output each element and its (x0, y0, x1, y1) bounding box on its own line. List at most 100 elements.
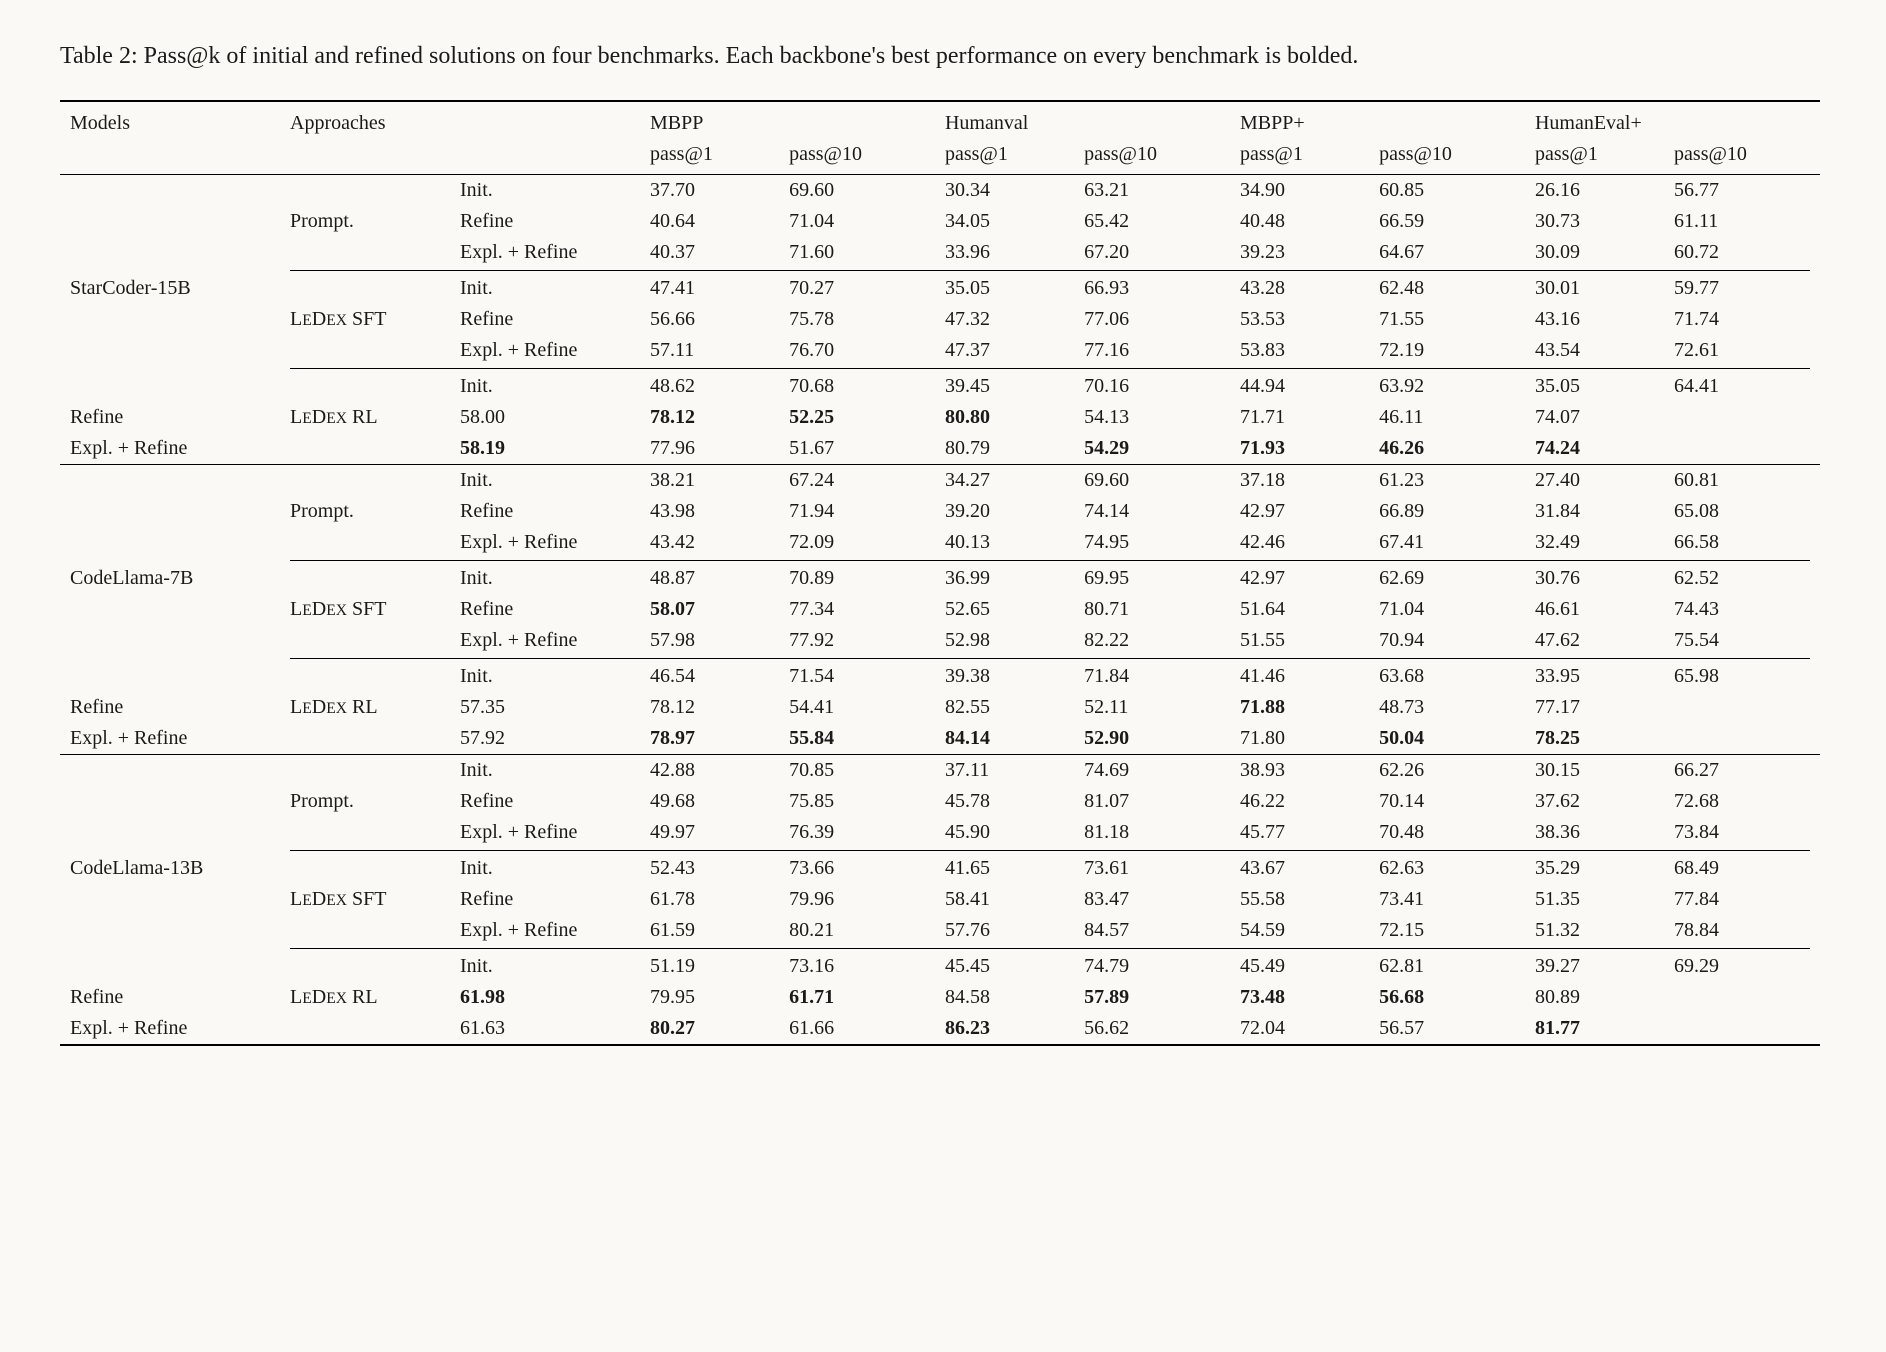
metric-value: 60.72 (1664, 237, 1820, 268)
metric-value: 46.61 (1525, 594, 1664, 625)
metric-value: 74.69 (1074, 755, 1230, 787)
metric-value: 34.90 (1230, 175, 1369, 207)
metric-value: 77.84 (1664, 884, 1820, 915)
metric-value: 51.19 (640, 951, 779, 982)
metric-value: 38.36 (1525, 817, 1664, 848)
metric-value: 30.76 (1525, 563, 1664, 594)
metric-value: 51.55 (1230, 625, 1369, 656)
metric-value: 30.73 (1525, 206, 1664, 237)
metric-value: 40.13 (935, 527, 1074, 558)
metric-value: 55.84 (779, 723, 935, 754)
metric-value: 58.00 (450, 402, 640, 433)
metric-value: 55.58 (1230, 884, 1369, 915)
metric-value: 63.92 (1369, 371, 1525, 402)
model-divider (60, 1044, 1820, 1045)
sub-approach: Init. (450, 563, 640, 594)
sub-approach: Expl. + Refine (450, 335, 640, 366)
metric-value: 41.46 (1230, 661, 1369, 692)
sub-approach: Refine (450, 594, 640, 625)
approach-name: LEDEX RL (280, 951, 450, 1044)
metric-value: 39.27 (1525, 951, 1664, 982)
metric-value: 68.49 (1664, 853, 1820, 884)
metric-value: 56.77 (1664, 175, 1820, 207)
metric-value: 43.67 (1230, 853, 1369, 884)
metric-value: 47.62 (1525, 625, 1664, 656)
metric-value: 48.62 (640, 371, 779, 402)
metric-value: 51.64 (1230, 594, 1369, 625)
metric-value: 51.67 (779, 433, 935, 464)
metric-value: 61.66 (779, 1013, 935, 1044)
metric-value: 71.55 (1369, 304, 1525, 335)
metric-value: 38.21 (640, 465, 779, 497)
metric-value: 78.84 (1664, 915, 1820, 946)
metric-value: 71.54 (779, 661, 935, 692)
metric-value: 62.63 (1369, 853, 1525, 884)
metric-value: 61.71 (779, 982, 935, 1013)
sub-approach: Refine (60, 982, 280, 1013)
sub-approach: Expl. + Refine (60, 723, 280, 754)
metric-value: 56.62 (1074, 1013, 1230, 1044)
metric-value: 77.16 (1074, 335, 1230, 366)
metric-value: 33.96 (935, 237, 1074, 268)
metric-value: 39.45 (935, 371, 1074, 402)
metric-value: 43.42 (640, 527, 779, 558)
metric-value: 44.94 (1230, 371, 1369, 402)
metric-value: 67.20 (1074, 237, 1230, 268)
metric-value: 36.99 (935, 563, 1074, 594)
metric-value: 75.78 (779, 304, 935, 335)
approach-name: Prompt. (280, 755, 450, 849)
metric-value: 71.94 (779, 496, 935, 527)
metric-value: 80.21 (779, 915, 935, 946)
metric-value: 30.15 (1525, 755, 1664, 787)
metric-value: 69.95 (1074, 563, 1230, 594)
metric-value: 54.29 (1074, 433, 1230, 464)
metric-value: 47.37 (935, 335, 1074, 366)
metric-value: 45.90 (935, 817, 1074, 848)
metric-value: 52.90 (1074, 723, 1230, 754)
metric-value: 61.23 (1369, 465, 1525, 497)
metric-value: 65.98 (1664, 661, 1820, 692)
metric-value: 39.20 (935, 496, 1074, 527)
metric-value: 69.60 (779, 175, 935, 207)
metric-value: 42.97 (1230, 563, 1369, 594)
metric-value: 57.76 (935, 915, 1074, 946)
metric-value: 80.80 (935, 402, 1074, 433)
metric-value: 52.65 (935, 594, 1074, 625)
metric-value: 72.15 (1369, 915, 1525, 946)
metric-value: 58.41 (935, 884, 1074, 915)
metric-value: 48.73 (1369, 692, 1525, 723)
metric-value: 50.04 (1369, 723, 1525, 754)
metric-value: 32.49 (1525, 527, 1664, 558)
metric-value: 69.29 (1664, 951, 1820, 982)
metric-value: 67.41 (1369, 527, 1525, 558)
metric-value: 75.54 (1664, 625, 1820, 656)
metric-value: 73.61 (1074, 853, 1230, 884)
metric-value: 62.52 (1664, 563, 1820, 594)
metric-value: 43.98 (640, 496, 779, 527)
metric-value: 30.34 (935, 175, 1074, 207)
metric-value: 49.97 (640, 817, 779, 848)
metric-value: 66.58 (1664, 527, 1820, 558)
metric-value: 52.25 (779, 402, 935, 433)
metric-value: 46.54 (640, 661, 779, 692)
metric-value: 53.53 (1230, 304, 1369, 335)
metric-value: 78.97 (640, 723, 779, 754)
metric-value: 56.66 (640, 304, 779, 335)
metric-value: 78.25 (1525, 723, 1664, 754)
col-benchmark: HumanEval+ (1525, 101, 1820, 139)
metric-value: 40.64 (640, 206, 779, 237)
metric-value: 41.65 (935, 853, 1074, 884)
metric-value: 43.54 (1525, 335, 1664, 366)
metric-value: 57.89 (1074, 982, 1230, 1013)
metric-value: 71.93 (1230, 433, 1369, 464)
metric-value: 42.97 (1230, 496, 1369, 527)
metric-value: 82.22 (1074, 625, 1230, 656)
metric-value: 76.70 (779, 335, 935, 366)
metric-value: 69.60 (1074, 465, 1230, 497)
metric-value: 71.80 (1230, 723, 1369, 754)
model-name: CodeLlama-13B (60, 755, 280, 983)
metric-value: 73.48 (1230, 982, 1369, 1013)
metric-value: 62.48 (1369, 273, 1525, 304)
metric-value: 31.84 (1525, 496, 1664, 527)
metric-value: 30.09 (1525, 237, 1664, 268)
